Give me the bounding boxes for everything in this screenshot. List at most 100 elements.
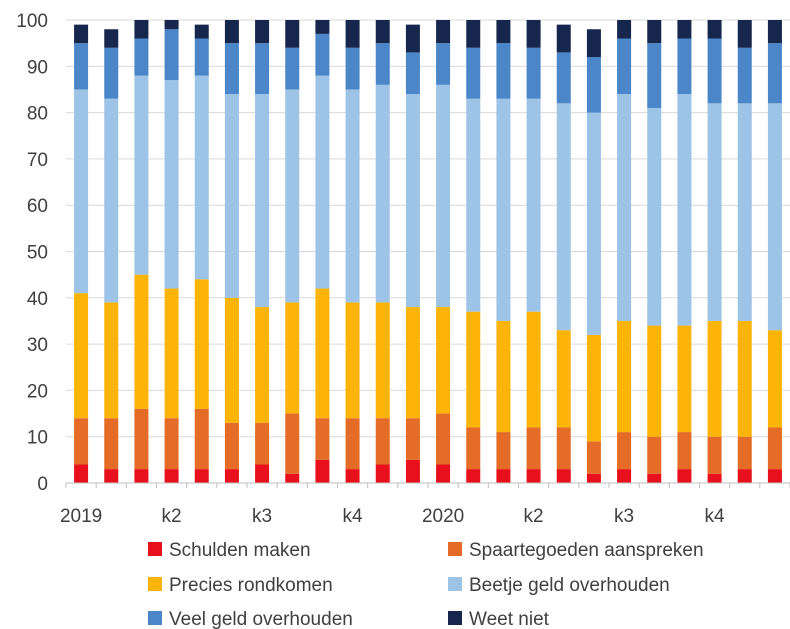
bar-segment-weet-niet xyxy=(164,20,179,30)
bar-segment-spaartegoeden-aanspreken xyxy=(345,418,360,470)
bar-segment-precies-rondkomen xyxy=(767,330,782,428)
bar-segment-spaartegoeden-aanspreken xyxy=(134,408,149,470)
x-tick-label: k2 xyxy=(162,506,182,527)
bar-segment-spaartegoeden-aanspreken xyxy=(194,408,209,470)
bar-segment-schulden-maken xyxy=(104,469,119,483)
bar-segment-beetje-geld-overhouden xyxy=(134,75,149,275)
legend-swatch xyxy=(148,577,162,591)
bar-segment-weet-niet xyxy=(74,24,89,44)
bar-segment-precies-rondkomen xyxy=(617,320,632,433)
bar-segment-veel-geld-overhouden xyxy=(345,47,360,90)
bar-segment-schulden-maken xyxy=(224,469,239,483)
legend-swatch xyxy=(448,611,462,625)
bar-segment-precies-rondkomen xyxy=(405,307,420,419)
bar-segment-spaartegoeden-aanspreken xyxy=(436,413,451,465)
y-tick-label: 50 xyxy=(27,243,48,264)
y-tick-label: 90 xyxy=(27,57,48,78)
bar-segment-precies-rondkomen xyxy=(586,334,601,442)
bar-segment-veel-geld-overhouden xyxy=(436,43,451,85)
legend-swatch xyxy=(148,611,162,625)
x-tick-label: k3 xyxy=(252,506,272,527)
bar-segment-beetje-geld-overhouden xyxy=(436,84,451,308)
bar-segment-beetje-geld-overhouden xyxy=(194,75,209,280)
bar-segment-precies-rondkomen xyxy=(345,302,360,419)
x-tick-label: k3 xyxy=(614,506,634,527)
x-tick-label: k4 xyxy=(343,506,364,527)
bar-segment-schulden-maken xyxy=(255,464,270,483)
bar-segment-schulden-maken xyxy=(617,469,632,483)
bar-segment-beetje-geld-overhouden xyxy=(74,89,89,294)
bar-segment-weet-niet xyxy=(224,20,239,44)
legend-swatch xyxy=(448,542,462,556)
bar-segment-schulden-maken xyxy=(315,459,330,483)
bar-segment-spaartegoeden-aanspreken xyxy=(224,422,239,470)
bar-segment-beetje-geld-overhouden xyxy=(737,103,752,321)
bar-segment-weet-niet xyxy=(466,20,481,48)
bar-segment-spaartegoeden-aanspreken xyxy=(767,427,782,470)
bar-segment-precies-rondkomen xyxy=(74,293,89,419)
bar-segment-schulden-maken xyxy=(345,469,360,483)
bar-segment-veel-geld-overhouden xyxy=(556,52,571,104)
legend: Schulden maken Spaartegoeden aanspreken Pr… xyxy=(148,540,704,629)
gridlines xyxy=(66,19,790,438)
bar-segment-precies-rondkomen xyxy=(647,325,662,437)
bar-segment-precies-rondkomen xyxy=(526,311,541,428)
bar-segment-beetje-geld-overhouden xyxy=(526,98,541,312)
bar-segment-veel-geld-overhouden xyxy=(647,43,662,108)
bar-segment-precies-rondkomen xyxy=(164,288,179,419)
bar-segment-veel-geld-overhouden xyxy=(617,38,632,95)
bar-segment-beetje-geld-overhouden xyxy=(315,75,330,289)
bar-segment-schulden-maken xyxy=(707,473,722,483)
bar-segment-spaartegoeden-aanspreken xyxy=(74,418,89,465)
bar-segment-veel-geld-overhouden xyxy=(134,38,149,76)
bar-segment-veel-geld-overhouden xyxy=(104,47,119,99)
bar-segment-beetje-geld-overhouden xyxy=(405,94,420,308)
bar-segment-beetje-geld-overhouden xyxy=(556,103,571,331)
bar-segment-spaartegoeden-aanspreken xyxy=(737,436,752,470)
legend-label: Spaartegoeden aanspreken xyxy=(469,540,704,561)
bar-segment-spaartegoeden-aanspreken xyxy=(496,432,511,470)
bar-segment-spaartegoeden-aanspreken xyxy=(617,432,632,470)
bar-segment-veel-geld-overhouden xyxy=(375,43,390,85)
bar-segment-spaartegoeden-aanspreken xyxy=(255,422,270,465)
axes: 0 10 20 30 40 50 60 70 80 90 100 2019 k2 k3 k4 2020 k2 k3… xyxy=(16,11,790,527)
bar-segment-veel-geld-overhouden xyxy=(767,43,782,104)
bar-segment-schulden-maken xyxy=(194,469,209,483)
bars xyxy=(74,20,782,483)
bar-segment-beetje-geld-overhouden xyxy=(707,103,722,321)
bar-segment-weet-niet xyxy=(737,20,752,48)
y-tick-label: 100 xyxy=(16,11,48,32)
bar-segment-precies-rondkomen xyxy=(194,279,209,409)
x-tick-label: k4 xyxy=(705,506,726,527)
bar-segment-schulden-maken xyxy=(134,469,149,483)
bar-segment-precies-rondkomen xyxy=(556,330,571,428)
bar-segment-precies-rondkomen xyxy=(224,297,239,423)
bar-segment-veel-geld-overhouden xyxy=(224,43,239,95)
bar-segment-schulden-maken xyxy=(466,469,481,483)
bar-segment-beetje-geld-overhouden xyxy=(224,94,239,298)
bar-segment-weet-niet xyxy=(707,20,722,39)
bar-segment-weet-niet xyxy=(556,24,571,53)
bar-segment-weet-niet xyxy=(194,24,209,39)
bar-segment-schulden-maken xyxy=(767,469,782,483)
bar-segment-spaartegoeden-aanspreken xyxy=(315,418,330,460)
bar-segment-precies-rondkomen xyxy=(466,311,481,428)
bar-segment-weet-niet xyxy=(285,20,300,48)
bar-segment-weet-niet xyxy=(436,20,451,44)
bar-segment-weet-niet xyxy=(345,20,360,48)
bar-segment-precies-rondkomen xyxy=(315,288,330,419)
bar-segment-schulden-maken xyxy=(164,469,179,483)
bar-segment-veel-geld-overhouden xyxy=(194,38,209,76)
bar-segment-veel-geld-overhouden xyxy=(526,47,541,99)
bar-segment-veel-geld-overhouden xyxy=(285,47,300,90)
bar-segment-veel-geld-overhouden xyxy=(707,38,722,104)
legend-swatch xyxy=(148,542,162,556)
bar-segment-schulden-maken xyxy=(285,473,300,483)
bar-segment-spaartegoeden-aanspreken xyxy=(405,418,420,460)
bar-segment-beetje-geld-overhouden xyxy=(466,98,481,312)
bar-segment-schulden-maken xyxy=(677,469,692,483)
bar-segment-precies-rondkomen xyxy=(134,274,149,409)
bar-segment-beetje-geld-overhouden xyxy=(255,94,270,308)
bar-segment-weet-niet xyxy=(767,20,782,44)
